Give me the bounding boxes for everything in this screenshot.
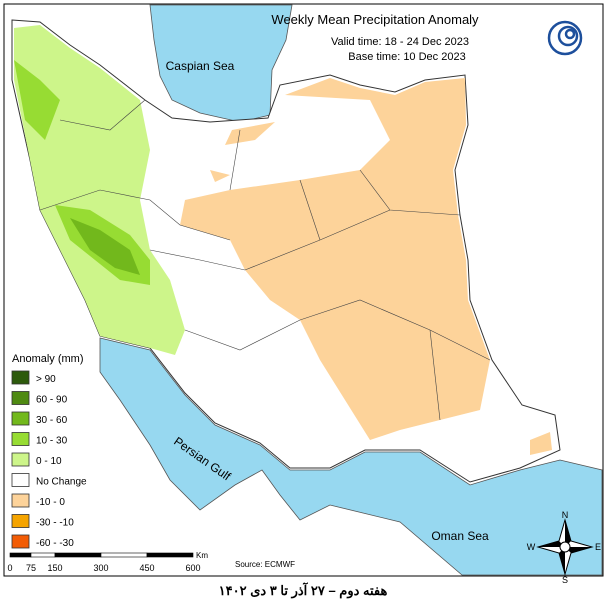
legend-title: Anomaly (mm) (12, 353, 84, 365)
scale-label: 0 (7, 563, 12, 573)
compass-n: N (562, 510, 569, 520)
legend-label: > 90 (36, 374, 56, 385)
sea-label: Caspian Sea (166, 59, 235, 73)
legend-label: 60 - 90 (36, 395, 68, 406)
scale-label: 75 (26, 563, 36, 573)
legend: > 90 60 - 90 30 - 60 10 - 30 0 - 10 No Change… (11, 370, 87, 549)
legend-label: No Change (36, 477, 87, 488)
legend-label: 0 - 10 (36, 456, 62, 467)
scale-segment (100, 552, 148, 558)
positive-anomaly-strong (70, 218, 140, 275)
legend-label: -60 - -30 (36, 538, 74, 549)
legend-label: 30 - 60 (36, 415, 68, 426)
scale-label: 450 (139, 563, 154, 573)
base-time: Base time: 10 Dec 2023 (348, 51, 465, 63)
positive-anomaly (14, 60, 150, 285)
logo (547, 20, 583, 56)
title: Weekly Mean Precipitation Anomaly (271, 12, 479, 27)
scale-segment (9, 552, 32, 558)
province-lines (39, 99, 491, 421)
negative-anomaly-area (180, 78, 552, 455)
valid-time: Valid time: 18 - 24 Dec 2023 (331, 36, 469, 48)
legend-swatch (11, 473, 30, 487)
legend-swatch (11, 411, 30, 426)
legend-swatch (11, 370, 30, 385)
scale-unit: Km (196, 551, 208, 560)
compass-w: W (527, 542, 536, 552)
scale-segment (146, 552, 194, 558)
scale-label: 150 (47, 563, 62, 573)
legend-swatch (11, 391, 30, 405)
legend-swatch (11, 514, 30, 528)
legend-label: 10 - 30 (36, 436, 68, 447)
compass: N S E W (527, 510, 601, 585)
legend-swatch (11, 493, 30, 508)
legend-label: -30 - -10 (36, 518, 74, 529)
legend-swatch (11, 452, 30, 467)
gulf-waters (99, 337, 603, 576)
scale-bar: 0 75 150 300 450 600 Km (7, 551, 208, 573)
compass-e: E (595, 542, 601, 552)
sea-label: Oman Sea (431, 529, 489, 543)
scale-label: 300 (93, 563, 108, 573)
scale-segment (30, 552, 56, 558)
legend-label: -10 - 0 (36, 497, 65, 508)
legend-swatch (11, 432, 30, 446)
scale-segment (54, 552, 102, 558)
source: Source: ECMWF (235, 560, 295, 569)
scale-label: 600 (185, 563, 200, 573)
compass-s: S (562, 575, 568, 585)
caption: هفته دوم – ۲۷ آذر تا ۳ دی ۱۴۰۲ (219, 582, 388, 599)
legend-swatch (11, 534, 30, 549)
